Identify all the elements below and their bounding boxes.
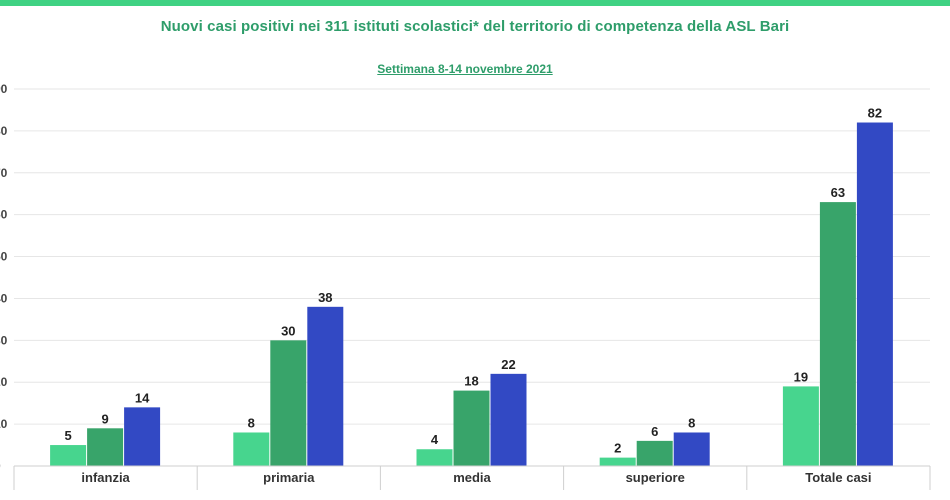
- bar-totale-casi-s1: [782, 386, 819, 466]
- chart-subtitle: Settimana 8-14 novembre 2021: [377, 62, 553, 76]
- bar-primaria-s2: [270, 340, 307, 466]
- y-tick-label-80: 80: [0, 124, 8, 138]
- bar-totale-casi-s3: [856, 122, 893, 466]
- data-label-media-s2: 18: [464, 374, 478, 389]
- y-tick-label-30: 30: [0, 333, 8, 347]
- x-tick-label-infanzia: infanzia: [81, 470, 130, 485]
- bar-primaria-s3: [307, 306, 344, 466]
- bar-superiore-s1: [599, 457, 636, 466]
- x-tick-label-superiore: superiore: [626, 470, 685, 485]
- y-tick-label-40: 40: [0, 291, 8, 305]
- y-tick-label-90: 90: [0, 82, 8, 96]
- data-label-superiore-s2: 6: [651, 424, 658, 439]
- bar-infanzia-s2: [87, 428, 124, 466]
- chart-title: Nuovi casi positivi nei 311 istituti sco…: [160, 18, 790, 35]
- x-tick-label-primaria: primaria: [263, 470, 315, 485]
- bar-infanzia-s3: [124, 407, 161, 466]
- data-label-infanzia-s1: 5: [64, 428, 71, 443]
- y-tick-label-10: 10: [0, 417, 8, 431]
- x-tick-label-media: media: [453, 470, 491, 485]
- bar-superiore-s2: [636, 440, 673, 466]
- y-tick-label-0: 0: [0, 459, 1, 473]
- data-label-primaria-s1: 8: [248, 415, 255, 430]
- bar-media-s1: [416, 449, 453, 466]
- y-tick-label-20: 20: [0, 375, 8, 389]
- data-label-primaria-s3: 38: [318, 290, 332, 305]
- top-accent-band: [0, 0, 950, 6]
- bar-superiore-s3: [673, 432, 710, 466]
- y-tick-label-50: 50: [0, 250, 8, 264]
- data-label-totale-casi-s2: 63: [831, 185, 845, 200]
- data-label-superiore-s3: 8: [688, 415, 695, 430]
- data-label-infanzia-s2: 9: [101, 411, 108, 426]
- bar-infanzia-s1: [50, 445, 87, 466]
- y-tick-label-60: 60: [0, 208, 8, 222]
- bar-primaria-s1: [233, 432, 270, 466]
- data-label-media-s3: 22: [501, 357, 515, 372]
- data-label-totale-casi-s1: 19: [794, 369, 808, 384]
- y-tick-label-70: 70: [0, 166, 8, 180]
- data-label-superiore-s1: 2: [614, 441, 621, 456]
- bar-totale-casi-s2: [819, 202, 856, 466]
- data-label-media-s1: 4: [431, 432, 439, 447]
- x-tick-label-totale-casi: Totale casi: [805, 470, 871, 485]
- data-label-primaria-s2: 30: [281, 323, 295, 338]
- data-label-totale-casi-s3: 82: [868, 106, 882, 121]
- data-label-infanzia-s3: 14: [135, 390, 150, 405]
- bar-media-s2: [453, 390, 490, 466]
- bar-media-s3: [490, 373, 527, 466]
